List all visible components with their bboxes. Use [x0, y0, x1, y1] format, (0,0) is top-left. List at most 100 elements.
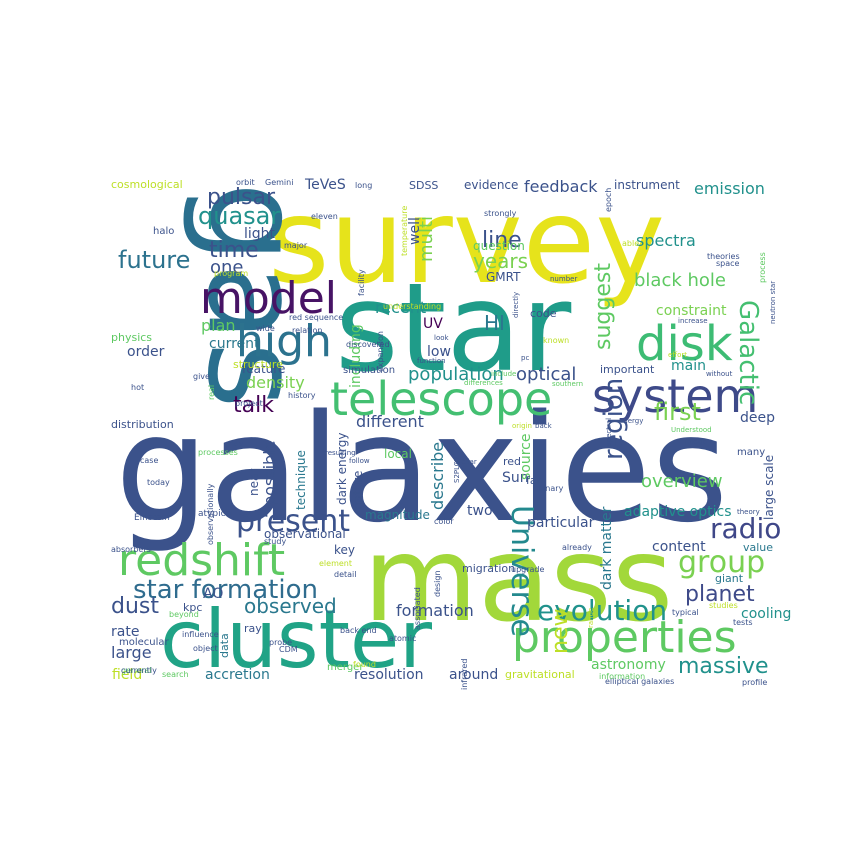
word-effort: effort: [668, 351, 687, 359]
word-cosmological: cosmological: [111, 178, 183, 191]
word-region: region: [599, 378, 629, 460]
word-information: information: [599, 672, 645, 681]
word-ray: ray: [244, 622, 262, 635]
word-gravitational: gravitational: [505, 668, 575, 681]
word-magnitude: magnitude: [365, 508, 430, 522]
word-southern: southern: [552, 380, 583, 388]
word-adaptive-optics: adaptive optics: [624, 504, 731, 520]
word-particular: particular: [527, 515, 595, 531]
word-einstein: Einstein: [134, 513, 170, 523]
word-typical: typical: [672, 608, 699, 617]
word-binary: binary: [538, 484, 564, 493]
word-nature: nature: [351, 471, 365, 510]
word-without: without: [706, 370, 733, 378]
word-deep: deep: [740, 410, 775, 426]
word-content: content: [652, 539, 706, 555]
word-optical: optical: [516, 364, 576, 385]
word-years: years: [473, 249, 528, 273]
word-discovered: discovered: [346, 340, 390, 349]
word-number: number: [550, 275, 577, 283]
word-increase: increase: [678, 317, 708, 325]
word-function: function: [417, 357, 446, 365]
word-near: near: [247, 469, 261, 496]
word-general: general: [121, 666, 151, 675]
word-processes: processes: [198, 448, 238, 457]
word-expansion: expansion: [376, 331, 385, 372]
word-may: may: [226, 439, 244, 448]
word-merger: merger: [327, 662, 364, 673]
word-value: value: [743, 541, 773, 554]
word-instrument: instrument: [614, 178, 680, 192]
word-gemini: Gemini: [265, 178, 293, 187]
word-long: long: [355, 181, 372, 190]
word-search: search: [162, 670, 189, 679]
word-sun: Sun: [502, 470, 529, 486]
word-range: range: [587, 608, 595, 628]
word-two: two: [467, 503, 493, 519]
word-line: line: [482, 228, 522, 253]
word-orbit: orbit: [236, 178, 255, 187]
word-process: process: [758, 252, 767, 283]
word-massive: massive: [678, 654, 769, 679]
word-include: include: [491, 370, 516, 378]
word-source: source: [518, 434, 534, 481]
word-star-formation: star formation: [133, 575, 318, 605]
word-stellar: stellar: [455, 458, 477, 466]
word-influence: influence: [182, 630, 219, 639]
word-space: space: [716, 259, 740, 268]
word-local: local: [384, 447, 412, 461]
word-absorbers: absorbers: [111, 545, 151, 554]
word-red: red: [503, 455, 521, 468]
word-large: large: [111, 643, 152, 662]
word-one: one: [210, 257, 244, 278]
word-structure: structure: [233, 358, 283, 371]
word-simulation: simulation: [343, 365, 395, 376]
word-studies: studies: [709, 601, 738, 610]
word-survey: survey: [268, 172, 665, 310]
word-accretion: accretion: [205, 667, 270, 683]
word-star: star: [335, 257, 572, 399]
word-light: light: [244, 226, 276, 242]
word-pulsar: pulsar: [207, 185, 276, 210]
word-tests: tests: [733, 618, 753, 627]
word-epoch: epoch: [604, 188, 613, 212]
word-current: current: [209, 336, 260, 352]
word-many: many: [737, 447, 765, 458]
word-black-hole: black hole: [634, 270, 726, 291]
word-important: important: [600, 363, 655, 376]
word-sdss: SDSS: [409, 179, 438, 192]
word-major: major: [284, 241, 308, 250]
word-well: well: [407, 217, 423, 245]
word-migration: migration: [462, 562, 515, 575]
word-dust: dust: [111, 594, 159, 619]
word-redshift: redshift: [118, 535, 285, 586]
word-uv: UV: [423, 316, 443, 332]
word-pc: pc: [521, 354, 529, 362]
word-object: object: [193, 644, 218, 653]
word-differences: differences: [464, 379, 503, 387]
word-upgrade: upgrade: [511, 565, 544, 574]
word-already: already: [562, 543, 592, 552]
word-giant: giant: [715, 572, 744, 585]
word-profile: profile: [742, 678, 767, 687]
word-technique: technique: [294, 450, 308, 510]
word-plan: plan: [201, 316, 236, 335]
word-strongly: strongly: [484, 209, 517, 218]
word-associated: associated: [413, 587, 422, 630]
word-physics: physics: [111, 331, 152, 344]
word-cooling: cooling: [741, 606, 791, 622]
word-case: case: [140, 456, 158, 465]
word-multi: multi: [416, 216, 437, 262]
word-hi: HI: [484, 311, 505, 335]
word-universe: Universe: [504, 505, 539, 637]
word-program: program: [214, 269, 248, 278]
word-observed: observed: [244, 594, 337, 618]
word-spectral: spectral: [605, 418, 613, 446]
word-give: give: [193, 372, 210, 381]
word-population: population: [408, 364, 504, 385]
word-understanding: understanding: [383, 302, 441, 311]
word-wide: wide: [256, 324, 275, 333]
word-detail: detail: [334, 570, 356, 579]
word-today: today: [147, 478, 170, 487]
